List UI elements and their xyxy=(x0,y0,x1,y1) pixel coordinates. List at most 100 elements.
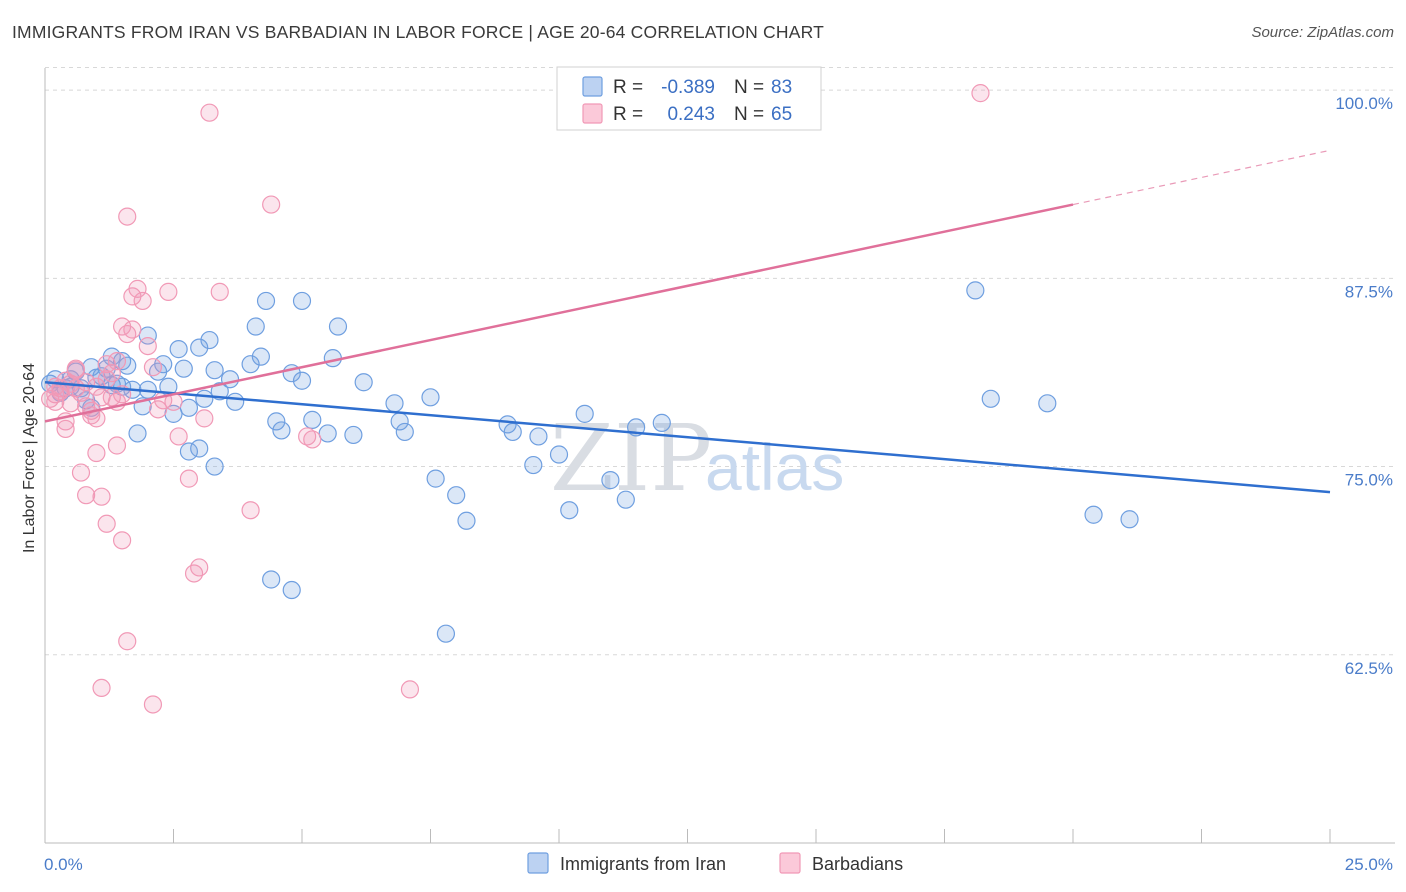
data-point-iran xyxy=(226,392,245,411)
watermark-zip: ZIP xyxy=(550,405,712,512)
data-point-barbadians xyxy=(123,320,142,339)
data-point-iran xyxy=(503,422,522,442)
data-point-iran xyxy=(292,291,312,311)
data-points xyxy=(41,84,1139,714)
legend-n-value-iran: 83 xyxy=(771,77,792,98)
data-point-barbadians xyxy=(303,430,322,449)
bottom-legend-swatch-iran xyxy=(527,852,549,874)
data-point-barbadians xyxy=(77,486,96,505)
data-point-iran xyxy=(436,624,456,643)
data-point-iran xyxy=(169,340,188,359)
x-tick-label: 0.0% xyxy=(44,855,83,874)
legend-r-value-iran: -0.389 xyxy=(661,77,715,98)
data-point-barbadians xyxy=(107,436,127,455)
data-point-iran xyxy=(966,281,985,300)
bottom-legend-label-iran: Immigrants from Iran xyxy=(560,854,726,874)
legend-n-label-iran: N = xyxy=(734,77,764,98)
data-point-barbadians xyxy=(210,282,229,301)
data-point-iran xyxy=(524,455,543,475)
data-point-barbadians xyxy=(143,358,163,377)
data-point-iran xyxy=(200,330,219,350)
data-point-barbadians xyxy=(190,558,209,577)
data-point-barbadians xyxy=(133,291,152,311)
axes xyxy=(44,68,1395,844)
data-point-iran xyxy=(282,580,301,600)
data-point-iran xyxy=(447,486,466,505)
data-point-iran xyxy=(190,439,209,458)
data-point-iran xyxy=(426,469,445,488)
correlation-legend: R = -0.389 N = 83 R = 0.243 N = 65 xyxy=(556,66,822,131)
data-point-iran xyxy=(303,410,322,429)
data-point-iran xyxy=(267,412,286,431)
data-point-barbadians xyxy=(61,394,80,413)
data-point-iran xyxy=(179,398,199,417)
data-point-iran xyxy=(154,355,173,374)
watermark-atlas: atlas xyxy=(705,430,844,504)
legend-n-label-barbadians: N = xyxy=(734,104,764,125)
data-point-barbadians xyxy=(92,678,111,698)
data-point-iran xyxy=(560,501,579,520)
data-point-iran xyxy=(262,570,281,589)
y-axis-label: In Labor Force | Age 20-64 xyxy=(21,363,38,553)
data-point-iran xyxy=(272,421,291,440)
data-point-iran xyxy=(241,355,260,374)
data-point-iran xyxy=(421,388,440,407)
data-point-iran xyxy=(174,359,193,378)
data-point-barbadians xyxy=(138,336,157,356)
legend-n-value-barbadians: 65 xyxy=(771,104,792,125)
data-point-iran xyxy=(328,317,348,336)
source-label: Source: ZipAtlas.com xyxy=(1251,24,1394,41)
y-tick-label: 62.5% xyxy=(1345,659,1393,678)
data-point-iran xyxy=(575,404,594,423)
data-point-barbadians xyxy=(97,370,116,389)
legend-r-value-barbadians: 0.243 xyxy=(667,104,715,125)
legend-r-label-iran: R = xyxy=(613,77,643,98)
data-point-iran xyxy=(1038,394,1057,413)
series-legend: Immigrants from Iran Barbadians xyxy=(527,852,903,874)
data-point-barbadians xyxy=(262,195,281,214)
data-point-iran xyxy=(549,445,569,464)
trend-line-barbadians-extension xyxy=(1072,149,1331,206)
data-point-barbadians xyxy=(298,427,317,446)
trend-lines xyxy=(44,149,1331,494)
data-point-barbadians xyxy=(97,355,116,374)
data-point-barbadians xyxy=(118,632,137,651)
data-point-barbadians xyxy=(92,487,111,506)
data-point-iran xyxy=(354,373,373,392)
data-point-iran xyxy=(318,424,337,443)
trend-line-iran xyxy=(44,380,1331,494)
data-point-barbadians xyxy=(118,207,137,226)
data-point-barbadians xyxy=(143,695,163,714)
data-point-barbadians xyxy=(148,400,168,419)
data-point-iran xyxy=(190,338,209,357)
data-point-iran xyxy=(457,511,476,530)
data-point-iran xyxy=(210,382,229,401)
data-point-iran xyxy=(205,361,224,380)
data-point-iran xyxy=(292,371,312,390)
data-point-iran xyxy=(601,471,620,490)
legend-swatch-iran xyxy=(582,76,603,97)
data-point-barbadians xyxy=(56,419,75,439)
legend-r-label-barbadians: R = xyxy=(613,104,643,125)
data-point-barbadians xyxy=(241,501,260,520)
data-point-iran xyxy=(529,427,548,446)
data-point-iran xyxy=(1084,505,1103,524)
data-point-iran xyxy=(246,317,265,336)
y-tick-label: 87.5% xyxy=(1345,282,1393,301)
data-point-iran xyxy=(220,370,240,389)
trend-line-barbadians xyxy=(44,203,1074,423)
data-point-barbadians xyxy=(200,103,219,122)
data-point-iran xyxy=(981,389,1000,408)
bottom-legend-label-barbadians: Barbadians xyxy=(812,854,903,874)
data-point-iran xyxy=(344,425,363,445)
data-point-iran xyxy=(118,356,137,375)
data-point-iran xyxy=(179,442,199,461)
data-point-iran xyxy=(395,422,414,442)
data-point-iran xyxy=(195,389,214,408)
bottom-legend-swatch-barbadians xyxy=(779,852,801,874)
data-point-iran xyxy=(251,347,270,366)
data-point-iran xyxy=(138,326,157,345)
chart-title: IMMIGRANTS FROM IRAN VS BARBADIAN IN LAB… xyxy=(12,22,824,42)
data-point-iran xyxy=(616,490,635,509)
